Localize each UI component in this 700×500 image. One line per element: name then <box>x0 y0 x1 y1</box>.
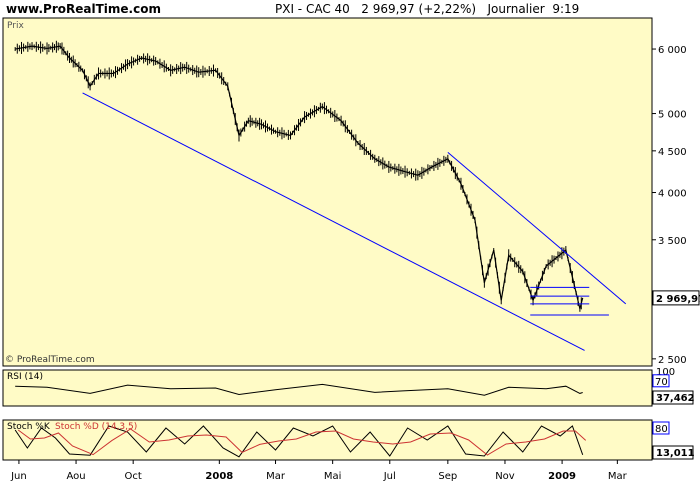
site-name[interactable]: www.ProRealTime.com <box>6 2 161 16</box>
x-tick-label-3: 2008 <box>205 471 233 482</box>
stoch-tick-box-0 <box>652 421 670 435</box>
chart-header: www.ProRealTime.com PXI - CAC 40 2 969,9… <box>0 0 700 20</box>
y-tick-label-3: 4 000 <box>658 189 687 200</box>
x-tick-label-4: Mar <box>266 471 286 482</box>
x-tick-label-10: Mar <box>608 471 628 482</box>
price-bars <box>14 40 582 312</box>
x-tick-label-1: Aou <box>66 471 85 482</box>
chart-title: PXI - CAC 40 2 969,97 (+2,22%) Journalie… <box>275 2 579 16</box>
instrument-name: PXI - CAC 40 <box>275 2 350 16</box>
rsi-tick-box-1 <box>652 374 670 388</box>
rsi-title: RSI (14) <box>7 372 43 382</box>
x-tick-label-7: Sep <box>438 471 457 482</box>
stoch-last-box <box>652 445 694 460</box>
trendline-1 <box>447 152 627 305</box>
stoch-d-line <box>17 428 587 456</box>
chart-series <box>14 40 627 458</box>
rsi-last-box <box>652 390 694 405</box>
stoch-k-title: Stoch %K <box>7 422 51 432</box>
x-tick-label-6: Jul <box>383 471 396 482</box>
x-tick-label-5: Mai <box>324 471 342 482</box>
rsi-line <box>15 383 583 396</box>
rsi-tick-label-1: 70 <box>655 377 668 388</box>
y-tick-label-5: 2 500 <box>658 355 687 366</box>
x-tick-label-9: 2009 <box>548 471 576 482</box>
x-tick-label-2: Oct <box>125 471 142 482</box>
chart-panels <box>2 17 653 461</box>
rsi-tick-label-0: 100 <box>656 367 675 378</box>
stoch-last-label: 13,011 <box>656 448 695 459</box>
x-tick-label-0: Jun <box>10 471 27 482</box>
stoch-k-line <box>14 425 584 458</box>
x-tick-label-8: Nov <box>495 471 515 482</box>
last-value: 2 969,97 <box>361 2 415 16</box>
stoch-d-title: Stoch %D (14,3,5) <box>55 422 137 432</box>
period-label: Journalier <box>487 2 545 16</box>
last-price-label: 2 969,97 <box>656 294 700 305</box>
y-tick-label-4: 3 500 <box>658 236 687 247</box>
y-tick-label-0: 6 000 <box>658 45 687 56</box>
y-tick-label-1: 5 000 <box>658 110 687 121</box>
price-axis-label: Prix <box>7 21 24 31</box>
last-price-box <box>652 290 700 306</box>
stoch-tick-label-0: 80 <box>655 424 668 435</box>
chart-labels: Jun Aou Oct 2008 Mar Mai Jul Sep Nov 2009 Mar 6 000… <box>5 21 700 482</box>
rsi-panel <box>2 369 653 407</box>
rsi-last-label: 37,462 <box>656 393 695 404</box>
watermark: © ProRealTime.com <box>5 355 95 365</box>
change-percent: (+2,22%) <box>418 2 477 16</box>
y-tick-label-2: 4 500 <box>658 147 687 158</box>
time-label: 9:19 <box>552 2 580 16</box>
trendline-0 <box>82 92 585 351</box>
